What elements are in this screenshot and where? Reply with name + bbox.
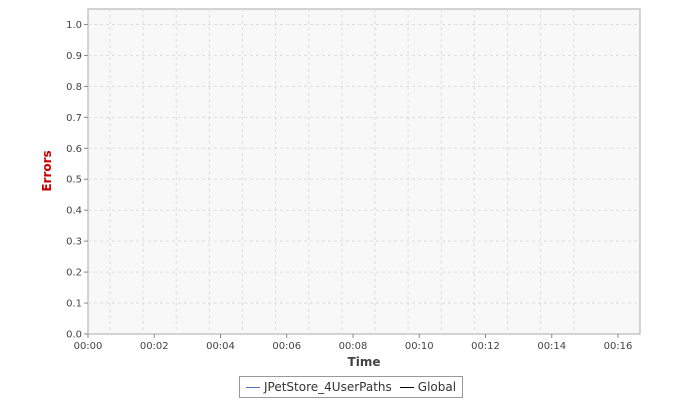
legend: JPetStore_4UserPaths Global [239, 376, 464, 398]
x-tick-label: 00:14 [537, 341, 566, 352]
y-tick-label: 0.1 [66, 299, 82, 310]
x-tick-label: 00:04 [206, 341, 235, 352]
plot-area [87, 8, 641, 335]
x-tick-label: 00:10 [405, 341, 434, 352]
x-tick-label: 00:12 [471, 341, 500, 352]
x-tick-label: 00:16 [604, 341, 633, 352]
legend-swatch-jpetstore [246, 386, 260, 388]
y-axis-title: Errors [40, 150, 54, 191]
axis-ticks: 0.0 0.1 0.2 0.3 0.4 0.5 0.6 0.7 0.8 0.9 1.0 00:00 00… [66, 20, 632, 352]
y-tick-label: 0.7 [66, 113, 82, 124]
legend-swatch-global [399, 386, 414, 388]
x-tick-label: 00:00 [74, 341, 103, 352]
x-axis-title: Time [348, 355, 381, 369]
x-tick-label: 00:06 [272, 341, 301, 352]
y-tick-label: 0.9 [66, 51, 82, 62]
y-tick-label: 0.2 [66, 268, 82, 279]
y-tick-label: 1.0 [66, 20, 82, 31]
x-tick-label: 00:08 [339, 341, 368, 352]
y-tick-label: 0.8 [66, 82, 82, 93]
legend-item-jpetstore: JPetStore_4UserPaths [246, 380, 392, 394]
x-tick-label: 00:02 [140, 341, 169, 352]
legend-label-global: Global [417, 380, 457, 394]
y-tick-label: 0.0 [66, 330, 82, 341]
y-tick-label: 0.4 [66, 206, 82, 217]
legend-item-global: Global [399, 380, 457, 394]
y-tick-label: 0.5 [66, 175, 82, 186]
y-tick-label: 0.3 [66, 237, 82, 248]
legend-label-jpetstore: JPetStore_4UserPaths [264, 380, 392, 394]
grid-lines [88, 9, 640, 334]
y-tick-label: 0.6 [66, 144, 82, 155]
